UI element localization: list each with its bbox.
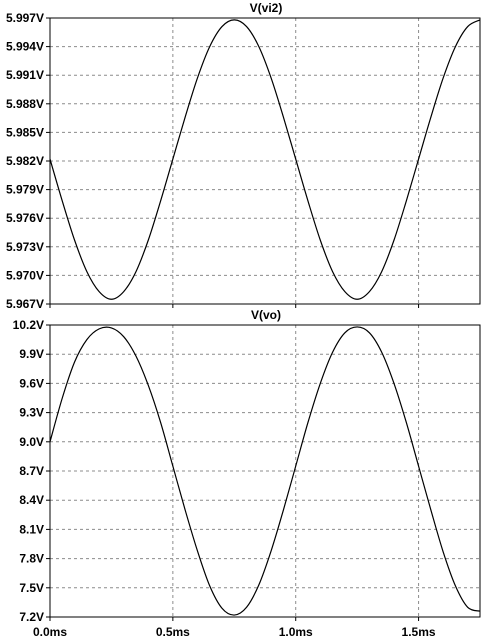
panel-vi2: V(vi2) 5.997V 5.994V 5.991V 5.988V 5.985V 5.98… bbox=[6, 1, 481, 311]
x-tick-label: 0.5ms bbox=[156, 625, 190, 639]
y-tick-label: 10.2V bbox=[13, 318, 44, 332]
panel-title: V(vo) bbox=[251, 308, 281, 322]
y-tick-label: 5.973V bbox=[6, 240, 44, 254]
y-tick-label: 5.991V bbox=[6, 68, 44, 82]
y-tick-label: 9.3V bbox=[19, 406, 44, 420]
x-tick-label: 0.0ms bbox=[33, 625, 67, 639]
y-tick-label: 5.970V bbox=[6, 268, 44, 282]
y-tick-label: 5.997V bbox=[6, 11, 44, 25]
x-tick-label: 1.0ms bbox=[279, 625, 313, 639]
y-tick-label: 7.5V bbox=[19, 581, 44, 595]
y-tick-label: 5.985V bbox=[6, 125, 44, 139]
y-tick-label: 8.7V bbox=[19, 464, 44, 478]
y-tick-label: 5.979V bbox=[6, 183, 44, 197]
panel-vo: V(vo) 10.2V 9.9V 9.6V 9.3V 9.0V 8.7V 8.4V 8.1V 7.… bbox=[13, 308, 481, 624]
y-tick-label: 7.2V bbox=[19, 610, 44, 624]
y-tick-label: 5.967V bbox=[6, 297, 44, 311]
panel-title: V(vi2) bbox=[250, 1, 283, 15]
y-tick-label: 5.976V bbox=[6, 211, 44, 225]
y-tick-label: 8.1V bbox=[19, 522, 44, 536]
plot-frame bbox=[49, 324, 481, 618]
x-axis-labels: 0.0ms 0.5ms 1.0ms 1.5ms bbox=[33, 625, 436, 639]
series-line-vi2 bbox=[49, 19, 481, 300]
y-tick-label: 8.4V bbox=[19, 493, 44, 507]
y-tick-label: 9.0V bbox=[19, 435, 44, 449]
y-tick-label: 5.988V bbox=[6, 97, 44, 111]
x-tick-label: 1.5ms bbox=[402, 625, 436, 639]
series-line-vo bbox=[49, 326, 481, 616]
y-tick-label: 9.9V bbox=[19, 347, 44, 361]
y-tick-label: 5.982V bbox=[6, 154, 44, 168]
y-tick-label: 9.6V bbox=[19, 376, 44, 390]
y-tick-label: 7.8V bbox=[19, 552, 44, 566]
y-tick-label: 5.994V bbox=[6, 40, 44, 54]
